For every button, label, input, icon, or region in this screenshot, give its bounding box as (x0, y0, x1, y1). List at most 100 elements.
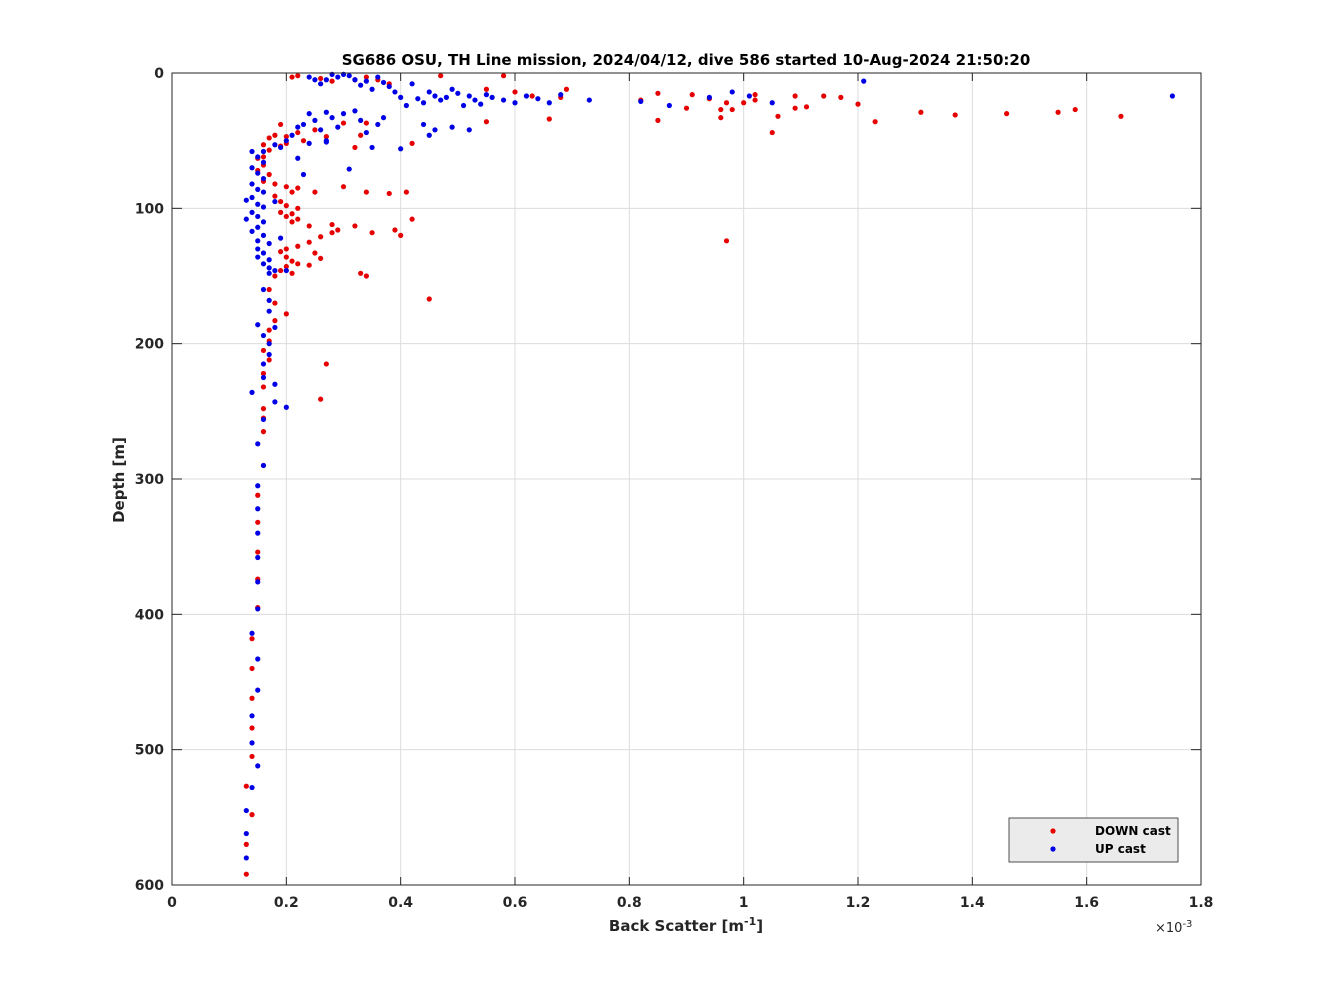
up-cast-point (243, 197, 249, 203)
up-cast-point (255, 687, 261, 693)
legend-box (1008, 817, 1179, 863)
down-cast-point (278, 198, 284, 205)
up-cast-point (638, 98, 644, 105)
down-cast-point (255, 492, 261, 498)
grid-lines (172, 73, 1201, 885)
down-cast-point (249, 665, 255, 672)
up-cast-point (306, 74, 312, 80)
x-axis-label-main: Back Scatter [m (609, 917, 744, 935)
up-cast-point (266, 265, 272, 271)
up-cast-point (260, 374, 267, 381)
down-cast-point (872, 119, 878, 125)
axis-ticks: 0 0.2 0.4 0.6 0.8 1 1.2 1.4 1.6 1.8 0 100 200 300 400 5… (135, 66, 1214, 911)
up-cast-point (380, 115, 387, 121)
down-cast-point (323, 361, 329, 367)
up-cast-point (255, 322, 261, 328)
down-cast-point (803, 104, 810, 110)
x-tick-label: 1.8 (1189, 895, 1214, 911)
up-cast-point (249, 630, 255, 636)
down-cast-point (278, 209, 284, 215)
down-cast-point (318, 255, 324, 262)
up-cast-point (352, 108, 358, 114)
data-points (243, 71, 1176, 877)
down-cast-point (409, 140, 415, 146)
up-cast-point (432, 127, 438, 133)
down-cast-point (655, 117, 661, 123)
down-cast-point (243, 841, 249, 848)
y-tick-label: 500 (135, 743, 164, 759)
up-cast-point (443, 94, 449, 100)
up-cast-point (272, 267, 278, 274)
down-cast-point (363, 189, 369, 195)
y-tick-label: 400 (135, 607, 164, 623)
up-cast-point (489, 94, 495, 100)
up-cast-point (729, 89, 735, 95)
x-tick-label: 0.6 (503, 895, 528, 911)
up-cast-point (546, 100, 552, 106)
down-cast-point (358, 132, 364, 138)
up-cast-point (255, 213, 261, 220)
up-cast-point (312, 77, 318, 83)
up-cast-point (323, 109, 329, 115)
up-cast-point (312, 117, 318, 123)
up-cast-point (249, 389, 255, 395)
up-cast-point (249, 713, 255, 719)
up-cast-point (249, 228, 255, 234)
down-cast-point (718, 115, 724, 121)
down-cast-point (306, 239, 312, 245)
down-cast-point (563, 86, 570, 92)
down-cast-point (512, 89, 518, 95)
up-cast-point (295, 155, 301, 161)
up-cast-point (306, 140, 312, 146)
up-cast-point (523, 93, 530, 99)
up-cast-point (255, 154, 261, 160)
down-cast-point (752, 97, 758, 103)
up-cast-point (438, 97, 444, 103)
up-cast-point (363, 129, 369, 136)
up-cast-point (272, 399, 278, 405)
up-cast-point (478, 101, 484, 107)
x-tick-label: 0 (167, 895, 177, 911)
up-cast-point (398, 94, 404, 100)
up-cast-point (266, 341, 272, 347)
up-cast-point (535, 96, 541, 102)
up-cast-point (260, 232, 267, 238)
down-cast-point (300, 138, 307, 144)
up-cast-point (260, 361, 267, 367)
up-cast-point (249, 181, 255, 187)
down-cast-point (295, 129, 301, 136)
x-axis-exponent-power: -3 (1182, 919, 1192, 930)
x-axis-exponent: ×10-3 (1155, 919, 1192, 936)
x-tick-label: 0.4 (388, 895, 413, 911)
down-cast-point (266, 327, 272, 333)
down-cast-point (769, 129, 775, 136)
down-cast-point (260, 370, 267, 377)
down-cast-point (249, 725, 255, 731)
down-cast-point (289, 211, 295, 217)
down-cast-point (340, 120, 347, 126)
y-tick-label: 200 (135, 337, 164, 353)
down-cast-point (363, 74, 369, 80)
up-cast-point (255, 238, 261, 244)
up-cast-point (426, 132, 432, 138)
up-cast-point (1169, 93, 1176, 99)
down-cast-point (249, 812, 255, 818)
down-cast-point (392, 227, 398, 233)
up-cast-point (260, 250, 267, 256)
down-cast-point (295, 216, 301, 222)
up-cast-point (255, 254, 261, 260)
up-cast-point (426, 89, 432, 95)
up-cast-point (272, 324, 278, 331)
up-cast-point (432, 93, 438, 99)
up-cast-point (500, 97, 507, 103)
down-cast-point (260, 429, 267, 435)
down-cast-point (283, 263, 289, 270)
down-cast-point (249, 636, 255, 642)
down-cast-point (1072, 106, 1078, 113)
down-cast-point (306, 223, 312, 229)
down-cast-point (255, 549, 261, 555)
up-cast-point (415, 96, 421, 102)
up-cast-point (329, 115, 335, 121)
